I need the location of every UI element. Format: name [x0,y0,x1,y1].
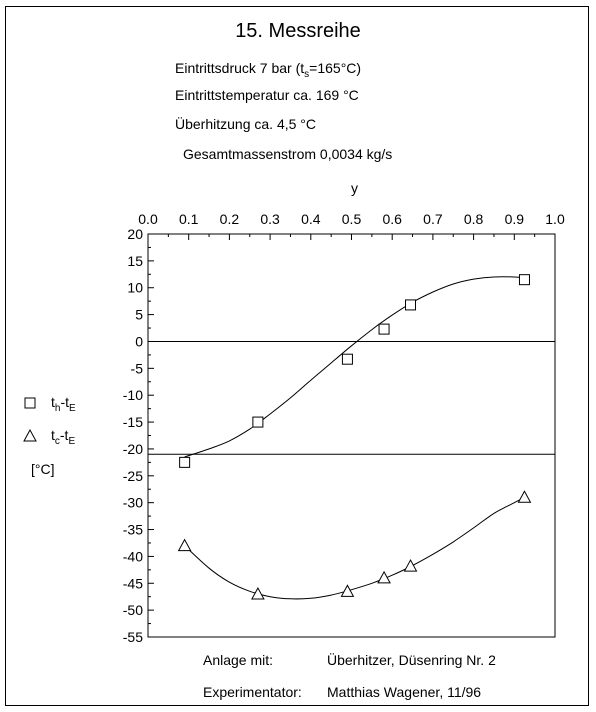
chart-legend: th-tE tc-tE [°C] [23,394,76,477]
y-tick-label: 5 [135,307,143,323]
chart-axes: 0.0 0.1 0.2 0.3 0.4 0.5 0.6 0.7 0.8 0.9 1.0 y 20 15 10… [123,180,565,645]
x-tick-label: 0.6 [382,211,402,227]
series-1-point [179,456,191,468]
x-tick-label: 0.7 [423,211,443,227]
y-tick-label: -20 [123,441,143,457]
inlet-pressure-subscript: s [304,68,310,80]
series-2-point [403,559,418,572]
plant-label: Anlage mit: [203,652,274,668]
y-tick-label: -50 [123,602,143,618]
y-tick-label: 0 [135,333,143,349]
y-tick-label: -30 [123,495,143,511]
experimenter-value: Matthias Wagener, 11/96 [327,684,482,700]
inlet-temperature-text: Eintrittstemperatur ca. 169 °C [175,87,359,103]
inlet-pressure-prefix: Eintrittsdruck 7 bar (t [175,60,305,76]
series-2-point [517,490,532,503]
inlet-pressure-suffix: =165°C) [309,60,362,76]
y-tick-label: 15 [127,253,143,269]
x-tick-label: 1.0 [545,211,565,227]
x-tick-label: 0.9 [505,211,525,227]
series-1-point [518,274,530,286]
series-2-point [177,538,192,552]
series-1-point [378,323,390,335]
chart-fit-curves [184,276,525,600]
mass-flow-text: Gesamtmassenstrom 0,0034 kg/s [183,146,393,162]
x-tick-label: 0.5 [342,211,362,227]
y-tick-label: -10 [123,387,143,403]
x-tick-label: 0.0 [138,211,158,227]
y-tick-label: -45 [123,575,143,591]
experimenter-label: Experimentator: [203,684,302,700]
series-2-fit-curve [184,496,525,600]
y-tick-label: -40 [123,548,143,564]
series-2-point [251,586,265,600]
inlet-pressure-text: Eintrittsdruck 7 bar (ts=165°C) [175,60,361,80]
y-tick-label: -15 [123,414,143,430]
x-axis-label: y [351,180,358,196]
chart-frame [5,6,589,706]
series-2-point [340,584,355,597]
y-tick-label: -25 [123,468,143,484]
y-axis-unit-label: [°C] [31,461,55,477]
series-1-point [341,353,353,365]
y-tick-label: 20 [127,226,143,242]
series-1-point [252,416,264,428]
x-tick-label: 0.4 [301,211,321,227]
chart-markers [177,274,532,600]
plot-area-frame [147,233,556,638]
y-tick-label: -5 [131,360,144,376]
series-2-point [377,570,391,584]
plant-value: Überhitzer, Düsenring Nr. 2 [327,652,496,668]
x-tick-label: 0.1 [179,211,199,227]
legend-marker-series-1 [24,397,36,409]
y-tick-label: 10 [127,280,143,296]
y-tick-label: -55 [123,629,143,645]
x-tick-label: 0.2 [220,211,240,227]
legend-marker-series-2 [23,428,37,442]
chart-title: 15. Messreihe [235,20,361,42]
x-tick-label: 0.3 [260,211,280,227]
superheat-text: Überhitzung ca. 4,5 °C [175,116,317,132]
legend-label-series-2: tc-tE [51,427,75,447]
y-tick-label: -35 [123,522,143,538]
series-1-point [405,299,417,311]
series-1-fit-curve [184,276,525,458]
x-tick-label: 0.8 [464,211,484,227]
legend-label-series-1: th-tE [51,394,76,414]
